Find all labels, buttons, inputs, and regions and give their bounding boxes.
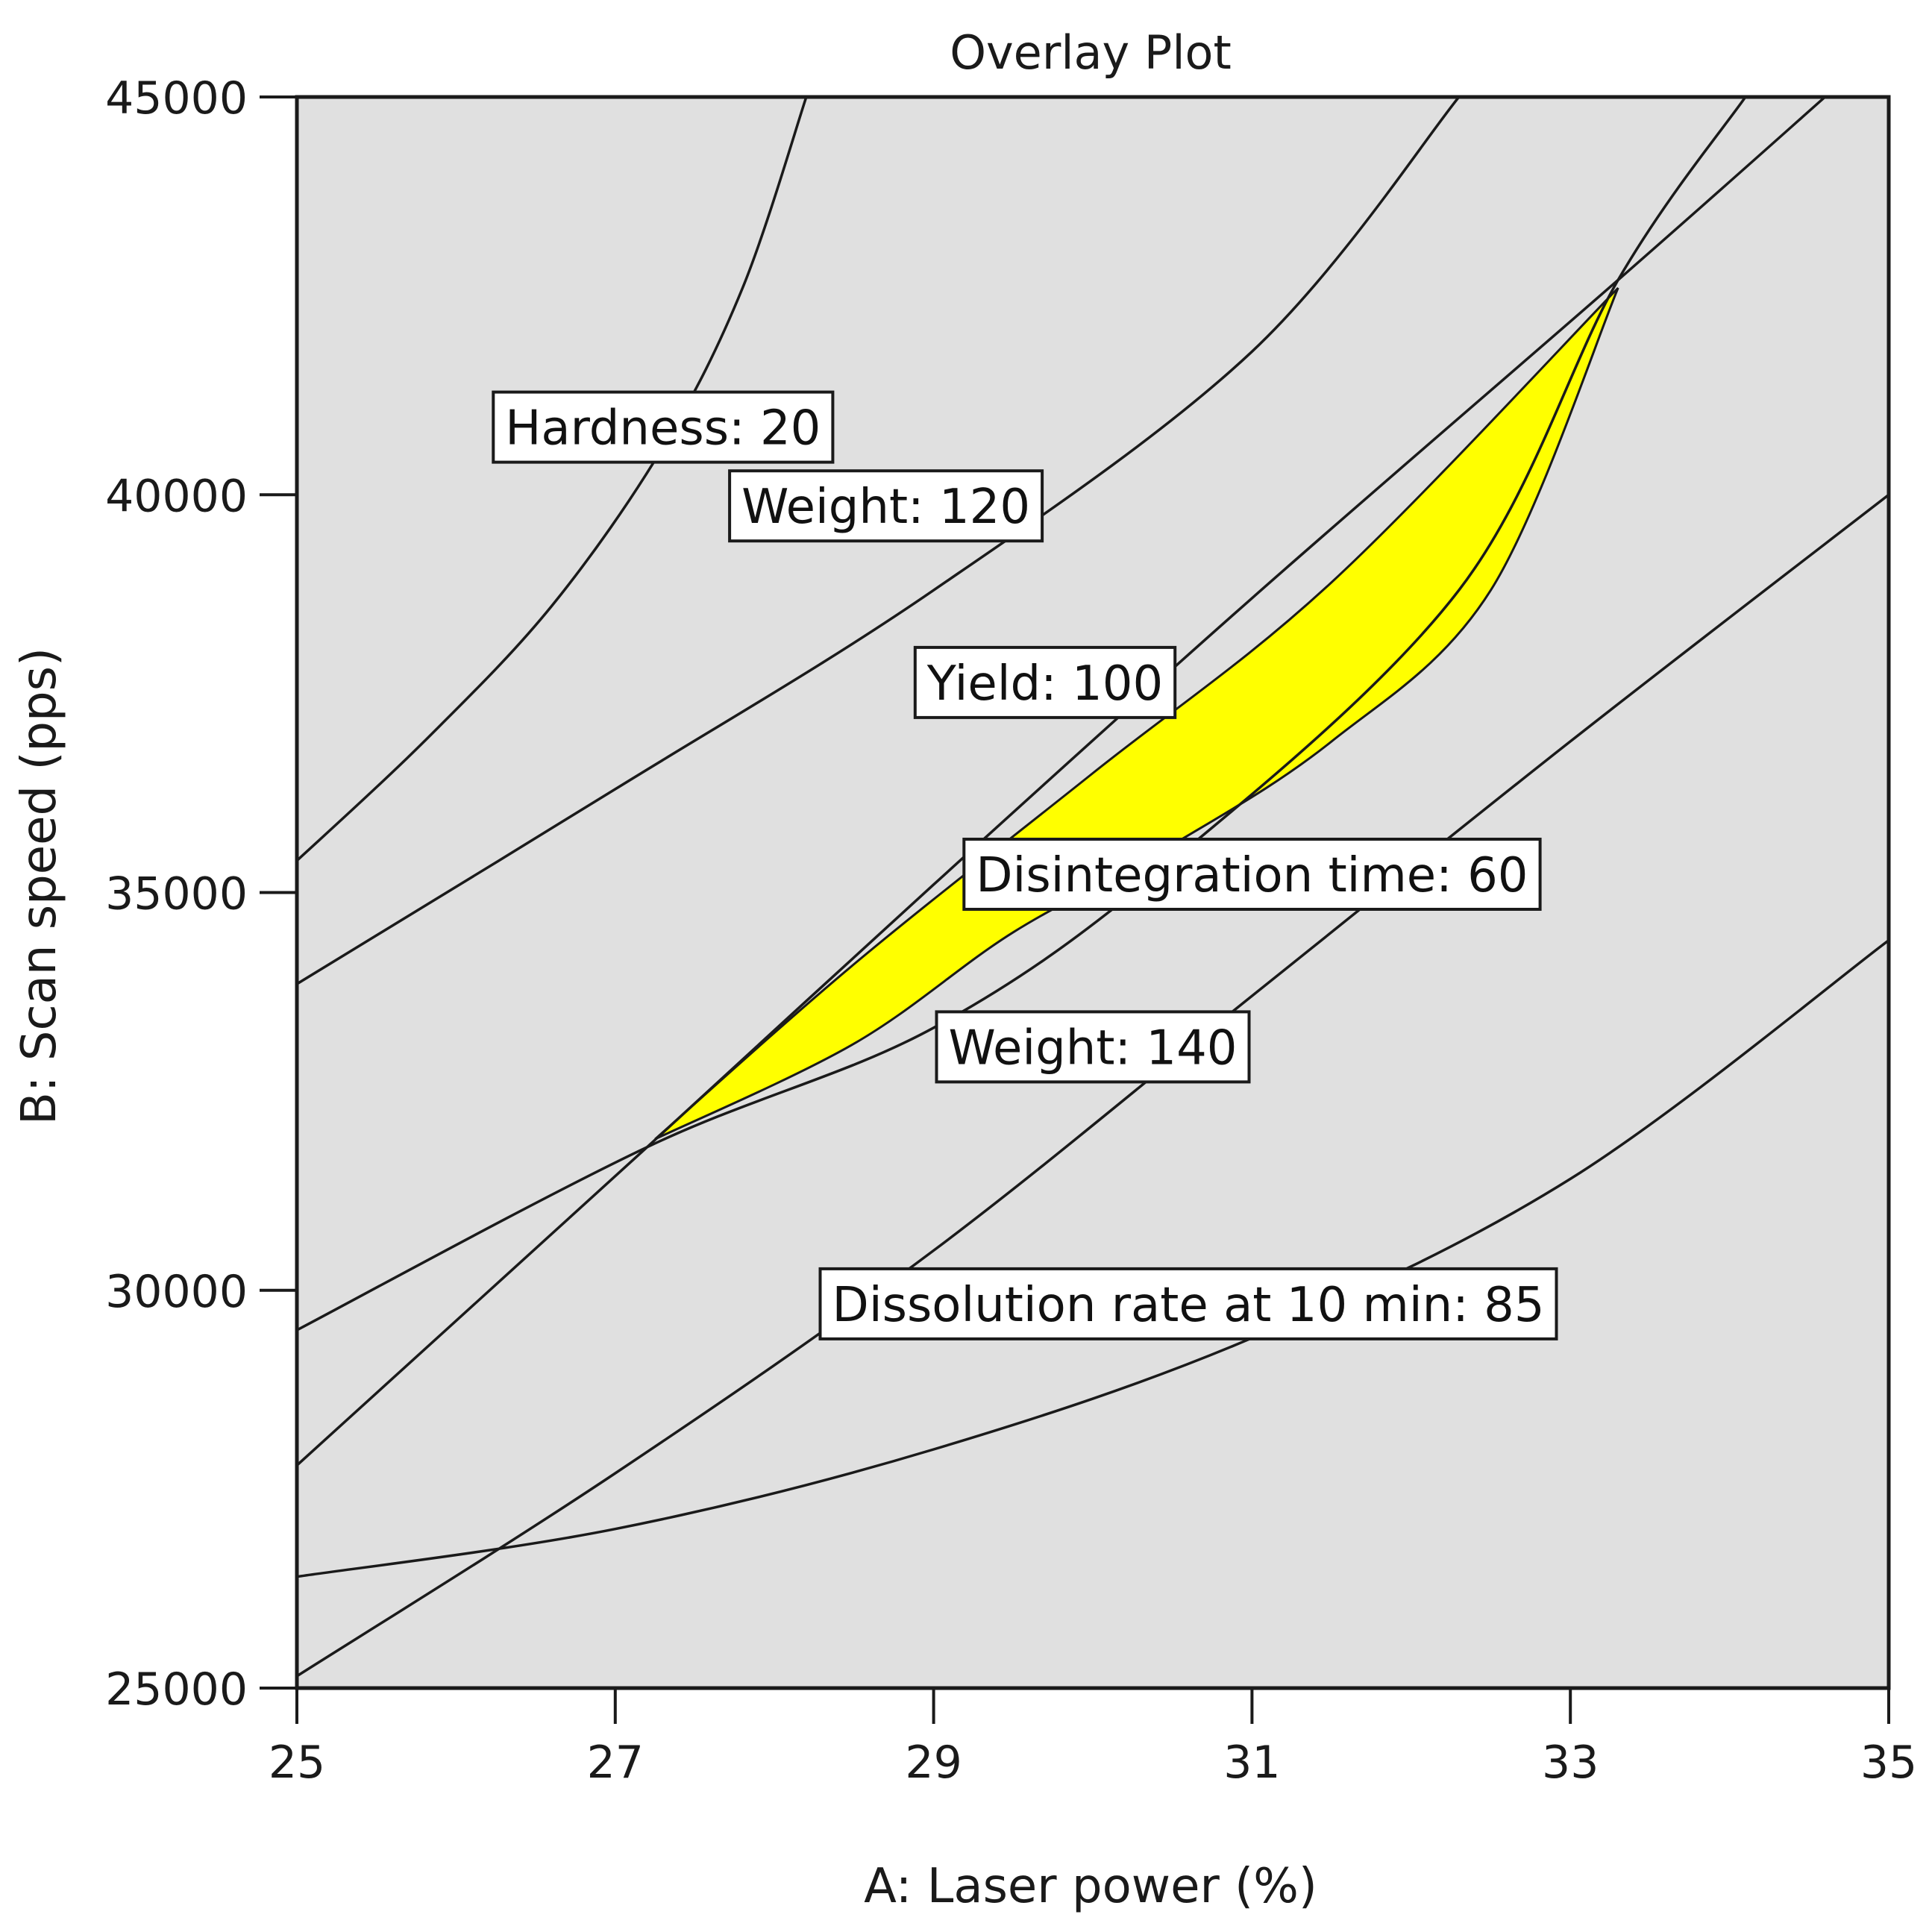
contour-label-text: Weight: 120	[741, 480, 1030, 535]
contour-line-weight-140	[297, 493, 1889, 1678]
contour-label-hardness-20: Hardness: 20	[492, 390, 835, 464]
contour-label-weight-140: Weight: 140	[935, 1010, 1251, 1084]
contour-label-dissolution-rate-at-10-min-85: Dissolution rate at 10 min: 85	[818, 1267, 1558, 1340]
x-axis-label: A: Laser power (%)	[864, 1859, 1317, 1914]
x-tick-label: 35	[1860, 1737, 1917, 1789]
y-tick-label: 25000	[105, 1663, 248, 1716]
contour-line-weight-120	[297, 97, 1461, 985]
contour-label-text: Disintegration time: 60	[976, 848, 1528, 903]
contour-label-disintegration-time-60: Disintegration time: 60	[962, 838, 1542, 911]
x-tick-label: 29	[905, 1737, 962, 1789]
x-tick-label: 27	[587, 1737, 644, 1789]
x-tick-label: 33	[1542, 1737, 1599, 1789]
contour-label-weight-120: Weight: 120	[728, 469, 1044, 543]
x-tick-label: 25	[269, 1737, 325, 1789]
y-tick-label: 40000	[105, 470, 248, 522]
contour-line-dissolution-rate-at-10-min-85	[297, 939, 1889, 1578]
y-tick-label: 45000	[105, 72, 248, 125]
contour-line-hardness-20	[297, 97, 808, 862]
contour-label-text: Weight: 140	[948, 1020, 1237, 1076]
contour-label-text: Hardness: 20	[505, 401, 821, 457]
x-tick-label: 31	[1223, 1737, 1280, 1789]
y-axis-label: B: Scan speed (pps)	[12, 647, 67, 1125]
chart-title: Overlay Plot	[950, 25, 1232, 80]
contour-label-yield-100: Yield: 100	[913, 645, 1177, 719]
contour-label-text: Dissolution rate at 10 min: 85	[832, 1278, 1545, 1333]
y-tick-label: 30000	[105, 1266, 248, 1318]
contour-label-text: Yield: 100	[926, 656, 1163, 712]
y-tick-label: 35000	[105, 868, 248, 920]
